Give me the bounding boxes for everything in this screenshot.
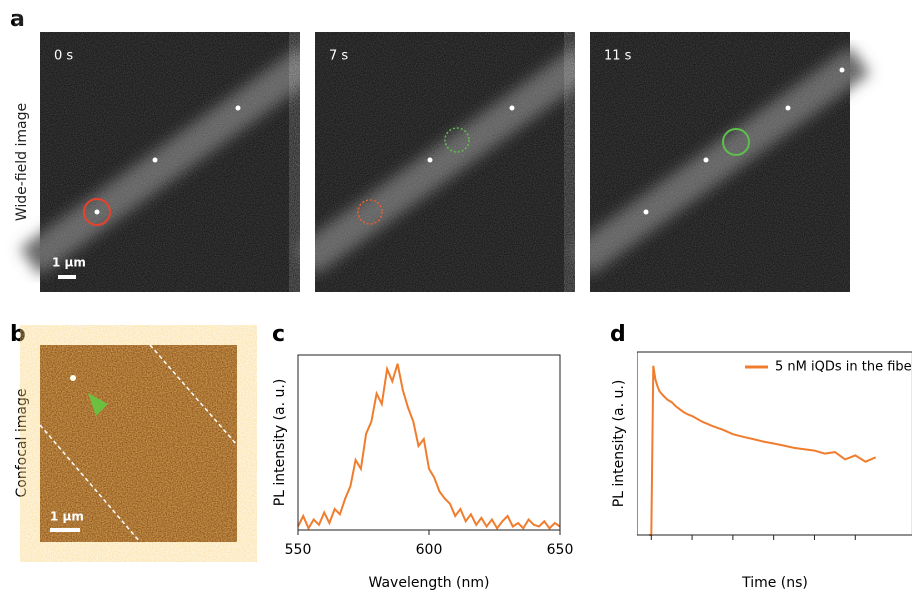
x-tick-label: 80: [806, 547, 824, 563]
spot: [839, 67, 845, 73]
noise: [315, 32, 575, 292]
chart: 550 600 650: [285, 354, 574, 558]
x-tick-label: 600: [416, 542, 443, 558]
plot-frame: [297, 354, 561, 531]
arrow: [88, 393, 108, 416]
x-axis-label: Wavelength (nm): [369, 575, 490, 591]
spot: [785, 105, 791, 111]
scale-label: 1 µm: [50, 510, 84, 524]
x-tick-label: 0: [647, 547, 656, 563]
panel-label: b: [10, 322, 26, 347]
x-axis-label: Time (ns): [741, 575, 808, 591]
time-label: 0 s: [54, 49, 73, 64]
marker: [444, 127, 470, 153]
x-tick-label: 650: [547, 542, 574, 558]
marker: [722, 128, 750, 156]
x-tick-label: 40: [724, 547, 742, 563]
time-label: 7 s: [329, 49, 348, 64]
side-label: Wide-field image: [14, 103, 30, 221]
scale-bar: [50, 528, 80, 532]
spot: [427, 157, 433, 163]
x-tick-label: 60: [765, 547, 783, 563]
y-axis-label: PL intensity (a. u.): [272, 379, 288, 507]
spot: [152, 157, 158, 163]
fiber-edge: [39, 424, 141, 543]
spot: [235, 105, 241, 111]
plot-frame: [637, 351, 912, 536]
scale-label: 1 µm: [52, 256, 86, 270]
x-tick-label: 20: [683, 547, 701, 563]
marker: [357, 199, 383, 225]
spot: [509, 105, 515, 111]
side-label: Confocal image: [14, 389, 30, 498]
spot: [70, 375, 76, 381]
y-axis-label: PL intensity (a. u.): [611, 380, 627, 508]
panel-label: c: [272, 322, 285, 347]
marker: [83, 198, 111, 226]
noise: [590, 32, 850, 292]
x-tick-label: 550: [285, 542, 312, 558]
spot: [94, 209, 100, 215]
scale-bar: [58, 275, 76, 279]
data-line: [649, 365, 877, 536]
noise: [40, 32, 300, 292]
fiber-edge: [149, 344, 238, 446]
spot: [703, 157, 709, 163]
time-label: 11 s: [604, 49, 632, 64]
frame-cover: [575, 32, 590, 292]
chart: 0 20 40 60 80 100 5 nM iQDs in the fiber: [637, 351, 912, 563]
legend-label: 5 nM iQDs in the fiber: [775, 360, 912, 375]
frame-cover: [300, 32, 315, 292]
spot: [643, 209, 649, 215]
x-tick-label: 100: [842, 547, 869, 563]
data-line: [297, 363, 561, 531]
panel-label: d: [610, 322, 626, 347]
panel-label: a: [10, 7, 25, 32]
